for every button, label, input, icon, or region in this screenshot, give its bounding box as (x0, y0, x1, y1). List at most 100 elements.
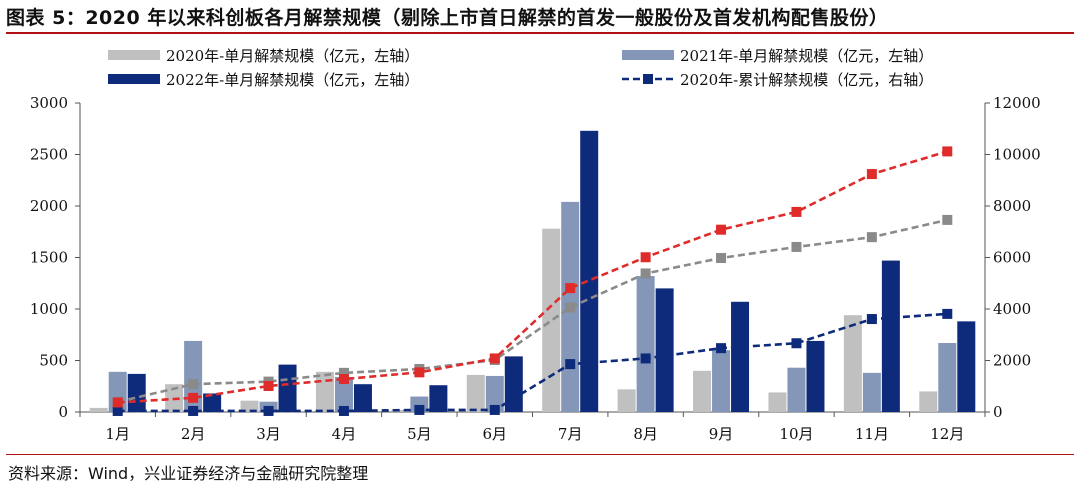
legend-label: 2020年-单月解禁规模（亿元，左轴） (166, 47, 419, 65)
x-tick-label: 7月 (558, 425, 583, 443)
x-tick-label: 8月 (633, 425, 658, 443)
bar-2021 (485, 375, 504, 412)
bar-2021 (334, 376, 353, 412)
line-marker (716, 343, 727, 354)
legend-swatch (622, 50, 674, 60)
line-marker (866, 232, 877, 243)
line-marker (188, 405, 199, 416)
line-marker (188, 379, 199, 390)
bar-2021 (636, 276, 655, 412)
right-tick-label: 10000 (993, 146, 1041, 164)
x-tick-label: 2月 (181, 425, 206, 443)
title-divider (6, 32, 1074, 34)
line-marker (791, 241, 802, 252)
x-tick-label: 12月 (930, 425, 964, 443)
right-tick-label: 12000 (993, 94, 1041, 112)
bar-2020 (617, 389, 636, 412)
right-tick-label: 6000 (993, 249, 1031, 267)
line-marker (640, 268, 651, 279)
unlock-scale-chart: 0 500 1000 1500 2000 2500 3000 0 2000 4000 6000 800… (30, 47, 1041, 443)
bar-2022 (504, 356, 523, 412)
line-marker (942, 146, 953, 157)
line-marker (414, 367, 425, 378)
left-tick-label: 2500 (30, 146, 68, 164)
right-tick-label: 2000 (993, 352, 1031, 370)
line-marker (791, 206, 802, 217)
left-tick-label: 500 (39, 352, 68, 370)
legend-label: 2021年-单月解禁规模（亿元，左轴） (680, 47, 933, 65)
bar-2022 (278, 364, 297, 412)
bar-2020 (768, 392, 787, 412)
x-tick-label: 10月 (779, 425, 813, 443)
left-tick-label: 2000 (30, 197, 68, 215)
bar-2022 (731, 301, 750, 412)
line-marker (640, 252, 651, 263)
line-marker (489, 353, 500, 364)
line-marker (338, 374, 349, 385)
x-tick-label: 11月 (855, 425, 889, 443)
bar-2022 (203, 393, 222, 412)
cumulative-line-grey (117, 218, 948, 404)
line-marker (866, 314, 877, 325)
bar-2022 (806, 340, 825, 412)
bar-2020 (89, 407, 108, 412)
line-marker (565, 283, 576, 294)
line-marker (942, 214, 953, 225)
source-note: 资料来源：Wind，兴业证券经济与金融研究院整理 (8, 464, 369, 483)
legend-swatch (108, 74, 160, 84)
source-divider (6, 454, 1074, 455)
bar-2021 (938, 342, 957, 412)
bar-2020 (315, 371, 334, 412)
left-tick-label: 0 (58, 403, 68, 421)
bar-2020 (466, 374, 485, 412)
legend-swatch (108, 50, 160, 60)
line-marker (565, 359, 576, 370)
cumulative-line-2020 (117, 312, 948, 413)
line-marker (414, 404, 425, 415)
line-marker (263, 380, 274, 391)
bar-2021 (712, 350, 731, 412)
bar-2022 (655, 288, 674, 412)
line-marker (338, 405, 349, 416)
left-tick-label: 1500 (30, 249, 68, 267)
left-tick-label: 3000 (30, 94, 68, 112)
line-marker (112, 397, 123, 408)
line-marker (791, 338, 802, 349)
line-marker (188, 392, 199, 403)
legend-marker (643, 74, 653, 84)
bar-2022 (127, 373, 146, 412)
x-tick-label: 4月 (332, 425, 357, 443)
bar-2020 (240, 400, 259, 412)
bar-2020 (693, 370, 712, 412)
right-tick-label: 4000 (993, 300, 1031, 318)
bar-2022 (580, 130, 599, 412)
x-tick-label: 3月 (256, 425, 281, 443)
bar-2022 (429, 385, 448, 412)
line-marker (640, 353, 651, 364)
chart-title: 图表 5：2020 年以来科创板各月解禁规模（剔除上市首日解禁的首发一般股份及首… (6, 7, 889, 29)
line-marker (263, 405, 274, 416)
x-tick-label: 9月 (709, 425, 734, 443)
line-marker (565, 302, 576, 313)
bar-2020 (391, 409, 410, 412)
right-tick-label: 8000 (993, 197, 1031, 215)
bar-2022 (353, 384, 372, 412)
x-tick-label: 5月 (407, 425, 432, 443)
bar-2020 (542, 228, 561, 412)
bar-2021 (862, 372, 881, 412)
x-tick-label: 6月 (483, 425, 508, 443)
legend-label: 2022年-单月解禁规模（亿元，左轴） (166, 71, 419, 89)
bar-2021 (787, 367, 806, 412)
cumulative-line-red (117, 150, 948, 404)
line-marker (338, 367, 349, 378)
bar-2022 (957, 321, 976, 412)
right-tick-label: 0 (993, 403, 1003, 421)
bar-2020 (919, 391, 938, 412)
left-tick-label: 1000 (30, 300, 68, 318)
legend-label: 2020年-累计解禁规模（亿元，右轴） (680, 71, 933, 89)
bar-2022 (881, 260, 900, 412)
line-marker (716, 253, 727, 264)
line-marker (112, 405, 123, 416)
line-marker (716, 224, 727, 235)
line-marker (942, 308, 953, 319)
